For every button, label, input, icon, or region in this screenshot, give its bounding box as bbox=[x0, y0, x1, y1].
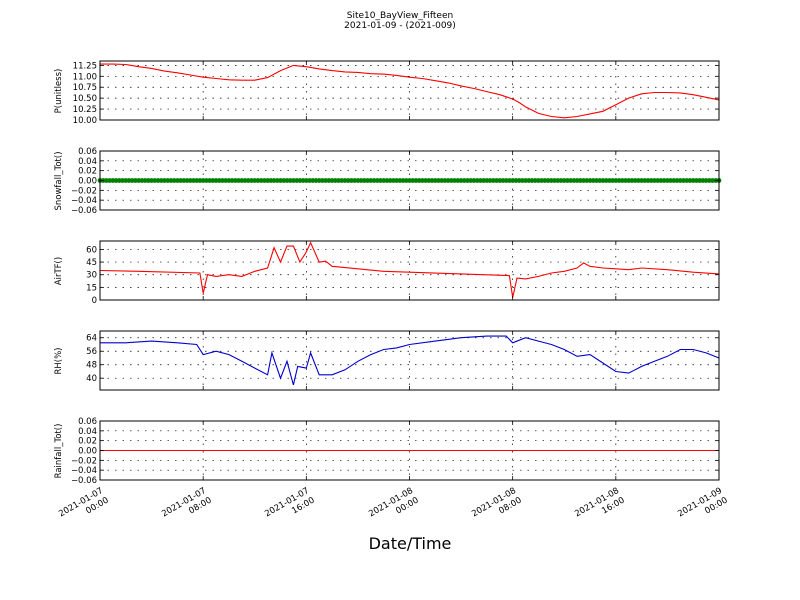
rh-ytick-label: 40 bbox=[86, 374, 97, 384]
snowfall-ytick-label: −0.06 bbox=[71, 206, 97, 216]
x-axis-label: Date/Time bbox=[368, 534, 452, 553]
pressure-ytick-label: 11.00 bbox=[73, 72, 97, 82]
airtf-series-line bbox=[99, 241, 720, 298]
snowfall-ytick-label: 0.00 bbox=[78, 177, 97, 187]
pressure-ytick-label: 10.50 bbox=[73, 94, 97, 104]
snowfall-ytick-label: 0.06 bbox=[78, 147, 97, 157]
snowfall-ytick-label: 0.02 bbox=[78, 167, 97, 177]
snowfall-ytick-label: −0.02 bbox=[71, 186, 97, 196]
airtf-ytick-label: 60 bbox=[86, 245, 97, 255]
rainfall-ytick-label: −0.04 bbox=[71, 466, 97, 476]
rh-y-axis-label: RH(%) bbox=[54, 346, 64, 375]
snowfall-y-axis-label: Snowfall_Tot() bbox=[54, 150, 64, 211]
rainfall-y-axis-label: Rainfall_Tot() bbox=[54, 423, 64, 478]
rh-series-line bbox=[100, 335, 720, 386]
pressure-ytick-label: 10.75 bbox=[73, 83, 97, 93]
pressure-ytick-label: 10.00 bbox=[73, 116, 97, 126]
airtf-ytick-label: 45 bbox=[86, 258, 97, 268]
airtf-ytick-label: 30 bbox=[86, 271, 97, 281]
rainfall-ytick-label: 0.04 bbox=[78, 427, 97, 437]
pressure-ytick-label: 11.25 bbox=[73, 61, 97, 71]
pressure-ytick-label: 10.25 bbox=[73, 105, 97, 115]
pressure-y-axis-label: P(unitless) bbox=[54, 68, 64, 113]
rainfall-ytick-label: 0.06 bbox=[78, 417, 97, 427]
rh-ytick-label: 48 bbox=[86, 361, 97, 371]
rh-ytick-label: 64 bbox=[86, 334, 97, 344]
rainfall-ytick-label: 0.02 bbox=[78, 437, 97, 447]
chart-subtitle: 2021-01-09 - (2021-009) bbox=[344, 21, 456, 31]
rainfall-ytick-label: −0.06 bbox=[71, 476, 97, 486]
rainfall-ytick-label: −0.02 bbox=[71, 456, 97, 466]
chart-title: Site10_BayView_Fifteen bbox=[346, 11, 454, 21]
airtf-ytick-label: 0 bbox=[92, 296, 97, 306]
snowfall-ytick-label: 0.04 bbox=[78, 157, 97, 167]
snowfall-ytick-label: −0.04 bbox=[71, 196, 97, 206]
pressure-series-line bbox=[100, 63, 720, 119]
rh-ytick-label: 56 bbox=[86, 347, 97, 357]
airtf-ytick-label: 15 bbox=[86, 283, 97, 293]
rainfall-ytick-label: 0.00 bbox=[78, 447, 97, 457]
airtf-y-axis-label: AirTF() bbox=[54, 256, 64, 285]
